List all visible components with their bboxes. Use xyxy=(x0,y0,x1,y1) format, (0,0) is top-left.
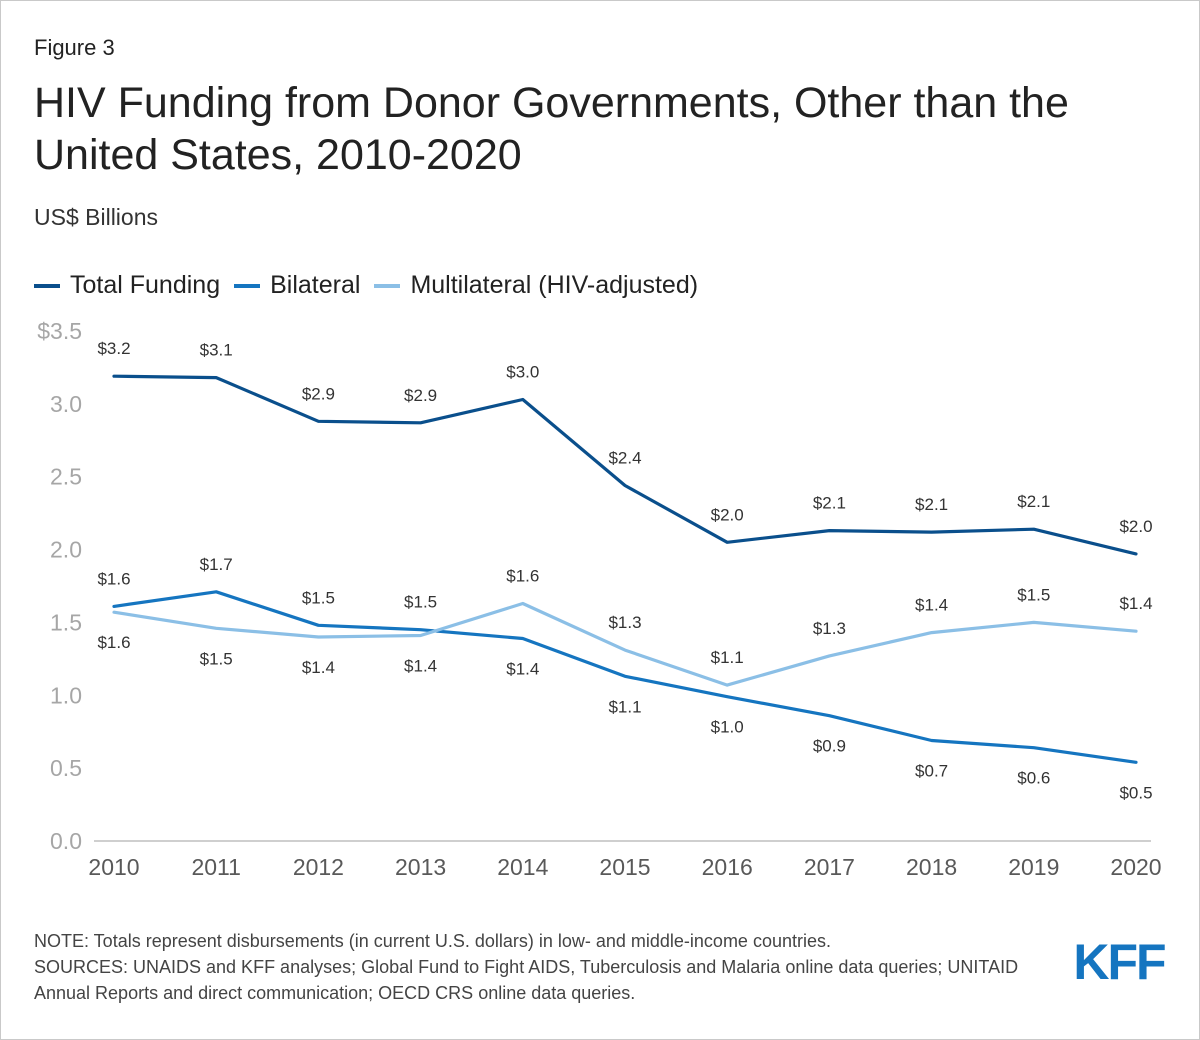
data-label-multilateral: $1.3 xyxy=(608,613,641,632)
data-label-total: $2.0 xyxy=(711,505,744,524)
data-label-multilateral: $1.5 xyxy=(1017,585,1050,604)
kff-logo-text: KFF xyxy=(1073,935,1165,987)
data-label-total: $2.4 xyxy=(608,448,641,467)
data-label-bilateral: $1.5 xyxy=(404,593,437,612)
data-label-multilateral: $1.5 xyxy=(200,649,233,668)
data-label-total: $2.0 xyxy=(1119,517,1152,536)
figure-label: Figure 3 xyxy=(34,35,115,60)
x-tick-label: 2010 xyxy=(88,854,139,880)
data-label-bilateral: $1.0 xyxy=(711,718,744,737)
data-label-multilateral: $1.4 xyxy=(302,658,335,677)
data-label-bilateral: $1.6 xyxy=(97,569,130,588)
y-tick-label: 1.0 xyxy=(50,682,82,708)
kff-logo: KFF xyxy=(1073,935,1167,987)
note-text: NOTE: Totals represent disbursements (in… xyxy=(34,931,831,951)
data-label-bilateral: $0.6 xyxy=(1017,769,1050,788)
series-line-multilateral xyxy=(112,601,1138,687)
y-tick-label: 1.5 xyxy=(50,609,82,635)
x-tick-label: 2019 xyxy=(1008,854,1059,880)
x-tick-label: 2018 xyxy=(906,854,957,880)
data-label-bilateral: $1.5 xyxy=(302,588,335,607)
legend: Total Funding Bilateral Multilateral (HI… xyxy=(34,271,712,300)
line-chart: 0.0 0.5 1.0 1.5 2.0 2.5 3.0 $3.5 2010 2011 2012 201… xyxy=(37,318,1161,880)
data-label-bilateral: $0.5 xyxy=(1119,783,1152,802)
legend-item-total: Total Funding xyxy=(34,271,220,300)
y-tick-label: 3.0 xyxy=(50,391,82,417)
data-label-multilateral: $1.4 xyxy=(915,596,948,615)
data-label-total: $2.9 xyxy=(302,384,335,403)
series-line-bilateral xyxy=(112,590,1138,764)
sources-text: SOURCES: UNAIDS and KFF analyses; Global… xyxy=(34,957,1019,1003)
y-tick-label: $3.5 xyxy=(37,318,82,344)
data-label-multilateral: $1.4 xyxy=(404,657,437,676)
data-label-total: $2.1 xyxy=(1017,492,1050,511)
x-tick-label: 2011 xyxy=(191,854,240,880)
data-label-bilateral: $1.7 xyxy=(200,555,233,574)
y-tick-label: 0.5 xyxy=(50,755,82,781)
data-label-bilateral: $0.7 xyxy=(915,761,948,780)
footnote: NOTE: Totals represent disbursements (in… xyxy=(34,928,1034,1006)
data-label-multilateral: $1.1 xyxy=(711,648,744,667)
legend-item-multilateral: Multilateral (HIV-adjusted) xyxy=(374,271,698,300)
x-tick-label: 2020 xyxy=(1110,854,1161,880)
x-tick-label: 2014 xyxy=(497,854,548,880)
data-label-total: $3.0 xyxy=(506,362,539,381)
data-label-total: $2.1 xyxy=(813,494,846,513)
data-label-multilateral: $1.6 xyxy=(97,633,130,652)
data-label-multilateral: $1.4 xyxy=(1119,594,1152,613)
legend-swatch-bilateral xyxy=(234,283,261,288)
x-tick-label: 2012 xyxy=(293,854,344,880)
x-tick-label: 2016 xyxy=(702,854,753,880)
legend-label-total: Total Funding xyxy=(70,271,221,299)
data-label-bilateral: $0.9 xyxy=(813,737,846,756)
legend-label-bilateral: Bilateral xyxy=(270,271,361,299)
legend-swatch-total xyxy=(34,283,60,288)
data-label-multilateral: $1.6 xyxy=(506,566,539,585)
legend-label-multilateral: Multilateral (HIV-adjusted) xyxy=(410,271,699,299)
data-label-multilateral: $1.3 xyxy=(813,619,846,638)
y-tick-label: 2.0 xyxy=(50,537,82,563)
y-tick-label: 0.0 xyxy=(50,828,82,854)
chart-subtitle: US$ Billions xyxy=(34,204,158,230)
x-tick-label: 2017 xyxy=(804,854,855,880)
x-tick-label: 2013 xyxy=(395,854,446,880)
legend-item-bilateral: Bilateral xyxy=(234,271,360,300)
y-tick-label: 2.5 xyxy=(50,464,82,490)
chart-title: HIV Funding from Donor Governments, Othe… xyxy=(34,79,1069,179)
data-label-bilateral: $1.1 xyxy=(608,697,641,716)
x-tick-label: 2015 xyxy=(599,854,650,880)
legend-swatch-multilateral xyxy=(374,283,401,288)
data-label-total: $2.1 xyxy=(915,495,948,514)
series-line-total xyxy=(112,374,1138,556)
data-label-total: $3.1 xyxy=(200,341,233,360)
data-label-bilateral: $1.4 xyxy=(506,659,539,678)
data-label-total: $2.9 xyxy=(404,386,437,405)
data-label-total: $3.2 xyxy=(97,339,130,358)
